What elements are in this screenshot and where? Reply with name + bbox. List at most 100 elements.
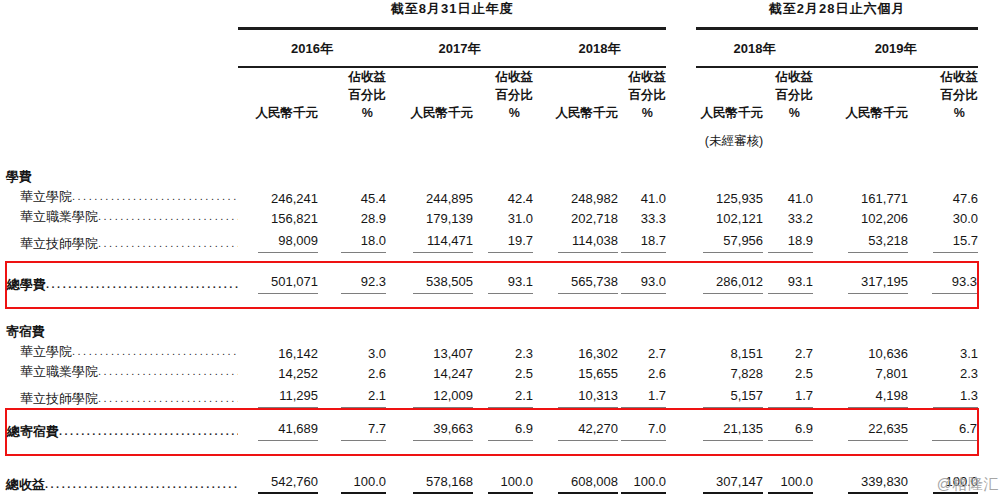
row-label: 華立學院 [6, 188, 72, 206]
pct-of-revenue-label: 佔收益百分比% [618, 67, 666, 122]
value-cell: 179,139 [413, 211, 473, 226]
value-cell: 2.5 [768, 366, 813, 381]
value-cell: 7,828 [703, 366, 763, 381]
pct-of-revenue-label: 佔收益百分比% [318, 67, 386, 122]
value-cell: 100.0 [488, 474, 533, 494]
rmb-unit-label: 人民幣千元 [813, 67, 908, 122]
value-cell: 10,636 [848, 346, 908, 361]
value-cell: 246,241 [258, 191, 318, 206]
value-cell: 18.0 [341, 233, 386, 253]
value-cell: 100.0 [768, 474, 813, 494]
row-label: 華立學院 [6, 343, 72, 361]
unit-header-row: 人民幣千元 佔收益百分比% 人民幣千元 佔收益百分比% 人民幣千元 佔收益百分比… [6, 67, 978, 122]
row-label: 總學費 [7, 276, 46, 294]
value-cell: 102,121 [703, 211, 763, 226]
value-cell: 11,295 [258, 388, 318, 408]
value-cell: 202,718 [558, 211, 618, 226]
year-header-row: 2016年 2017年 2018年 2018年 2019年 [6, 29, 978, 68]
value-cell: 28.9 [341, 211, 386, 226]
value-cell: 156,821 [258, 211, 318, 226]
value-cell: 7.0 [621, 421, 666, 441]
value-cell: 100.0 [621, 474, 666, 494]
value-cell: 501,071 [258, 274, 318, 294]
value-cell: 93.1 [768, 274, 813, 294]
value-cell: 5,157 [703, 388, 763, 408]
value-cell: 18.9 [768, 233, 813, 253]
year-2018-interim: 2018年 [696, 29, 813, 68]
value-cell: 578,168 [413, 474, 473, 494]
dot-leader [98, 237, 238, 249]
value-cell: 6.7 [932, 421, 977, 441]
value-cell: 2.6 [621, 366, 666, 381]
value-cell: 14,247 [413, 366, 473, 381]
value-cell: 98,009 [258, 233, 318, 253]
value-cell: 16,142 [258, 346, 318, 361]
value-cell: 14,252 [258, 366, 318, 381]
value-cell: 307,147 [703, 474, 763, 494]
row-label: 華立技師學院 [6, 235, 98, 253]
value-cell: 57,956 [703, 233, 763, 253]
section-title: 寄宿費 [6, 321, 238, 341]
value-cell: 542,760 [258, 474, 318, 494]
value-cell: 7,801 [848, 366, 908, 381]
pct-of-revenue-label: 佔收益百分比% [763, 67, 813, 122]
pct-of-revenue-label: 佔收益百分比% [473, 67, 533, 122]
value-cell: 15,655 [558, 366, 618, 381]
row-label: 華立職業學院 [6, 363, 98, 381]
value-cell: 248,982 [558, 191, 618, 206]
value-cell: 2.5 [488, 366, 533, 381]
value-cell: 2.7 [768, 346, 813, 361]
table-row-boarding-college: 華立學院 16,142 3.0 13,407 2.3 16,302 2.7 8,… [6, 341, 978, 361]
table-row-boarding-vocational: 華立職業學院 14,252 2.6 14,247 2.5 15,655 2.6 … [6, 361, 978, 381]
dot-leader [98, 210, 238, 222]
corner-cell [6, 0, 238, 29]
value-cell: 244,895 [413, 191, 473, 206]
value-cell: 13,407 [413, 346, 473, 361]
value-cell: 42.4 [488, 191, 533, 206]
value-cell: 47.6 [933, 191, 978, 206]
table-row-tuition-vocational: 華立職業學院 156,821 28.9 179,139 31.0 202,718… [6, 206, 978, 226]
value-cell: 31.0 [488, 211, 533, 226]
year-2017: 2017年 [386, 29, 533, 68]
value-cell: 286,012 [703, 274, 763, 294]
value-cell: 42,270 [558, 421, 618, 441]
section-header-boarding: 寄宿費 [6, 321, 978, 341]
value-cell: 114,471 [413, 233, 473, 253]
dot-leader [72, 190, 238, 202]
row-label: 總寄宿費 [7, 423, 59, 441]
value-cell: 100.0 [341, 474, 386, 494]
rmb-unit-label: 人民幣千元 [533, 67, 618, 122]
gelonghui-watermark: @格隆汇 [937, 475, 999, 494]
value-cell: 3.1 [933, 346, 978, 361]
dot-leader [46, 278, 238, 290]
value-cell: 41.0 [621, 191, 666, 206]
row-label: 總收益 [6, 476, 45, 494]
value-cell: 1.7 [621, 388, 666, 408]
group-header-row: 截至8月31日止年度 截至2月28日止六個月 [6, 0, 978, 29]
value-cell: 8,151 [703, 346, 763, 361]
value-cell: 4,198 [848, 388, 908, 408]
value-cell: 21,135 [703, 421, 763, 441]
revenue-breakdown-table: 截至8月31日止年度 截至2月28日止六個月 2016年 2017年 2018年… [5, 0, 979, 497]
year-2019-interim: 2019年 [813, 29, 978, 68]
value-cell: 339,830 [848, 474, 908, 494]
value-cell: 2.1 [488, 388, 533, 408]
value-cell: 114,038 [558, 233, 618, 253]
value-cell: 608,008 [558, 474, 618, 494]
value-cell: 18.7 [621, 233, 666, 253]
dot-leader [59, 425, 238, 437]
total-boarding-row-highlighted: 總寄宿費 41,689 7.7 39,663 6.9 42,270 7.0 21… [6, 409, 978, 455]
row-label: 華立職業學院 [6, 208, 98, 226]
dot-leader [98, 392, 238, 404]
value-cell: 102,206 [848, 211, 908, 226]
value-cell: 125,935 [703, 191, 763, 206]
value-cell: 33.3 [621, 211, 666, 226]
value-cell: 3.0 [341, 346, 386, 361]
section-header-tuition: 學費 [6, 166, 978, 186]
value-cell: 93.0 [621, 274, 666, 294]
value-cell: 538,505 [413, 274, 473, 294]
unaudited-note: (未經審核) [696, 122, 763, 150]
group-header-annual: 截至8月31日止年度 [238, 0, 666, 29]
group-gap [666, 0, 696, 29]
value-cell: 2.1 [341, 388, 386, 408]
